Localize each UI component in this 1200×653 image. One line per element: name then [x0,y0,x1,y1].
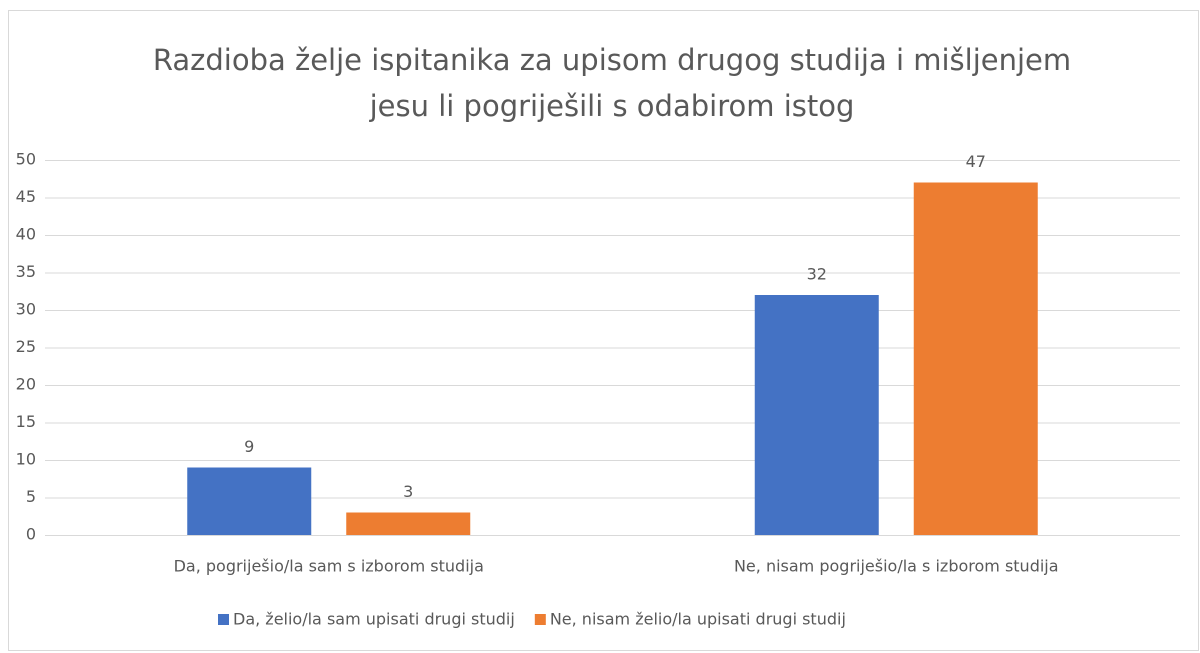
bar [913,182,1038,535]
value-label: 32 [807,265,827,284]
legend-swatch [218,614,229,625]
y-tick-label: 45 [16,187,36,206]
legend-label: Da, želio/la sam upisati drugi studij [233,610,515,629]
bar [187,467,312,535]
y-tick-label: 0 [26,525,36,544]
value-label: 9 [244,437,254,456]
y-tick-label: 5 [26,487,36,506]
value-label: 3 [403,482,413,501]
x-tick-label: Ne, nisam pogriješio/la s izborom studij… [734,557,1059,576]
y-tick-label: 15 [16,412,36,431]
y-tick-label: 20 [16,375,36,394]
y-tick-label: 10 [16,450,36,469]
y-tick-label: 50 [16,150,36,169]
x-tick-label: Da, pogriješio/la sam s izborom studija [174,557,484,576]
y-tick-label: 30 [16,300,36,319]
legend-swatch [534,614,546,625]
y-tick-label: 25 [16,337,36,356]
chart-title: Razdioba želje ispitanika za upisom drug… [153,43,1071,77]
y-tick-label: 40 [16,225,36,244]
value-label: 47 [966,152,986,171]
chart-title: jesu li pogriješili s odabirom istog [369,89,855,123]
legend-label: Ne, nisam želio/la upisati drugi studij [550,610,846,629]
bar [754,295,879,535]
bar [346,512,471,535]
y-tick-label: 35 [16,262,36,281]
